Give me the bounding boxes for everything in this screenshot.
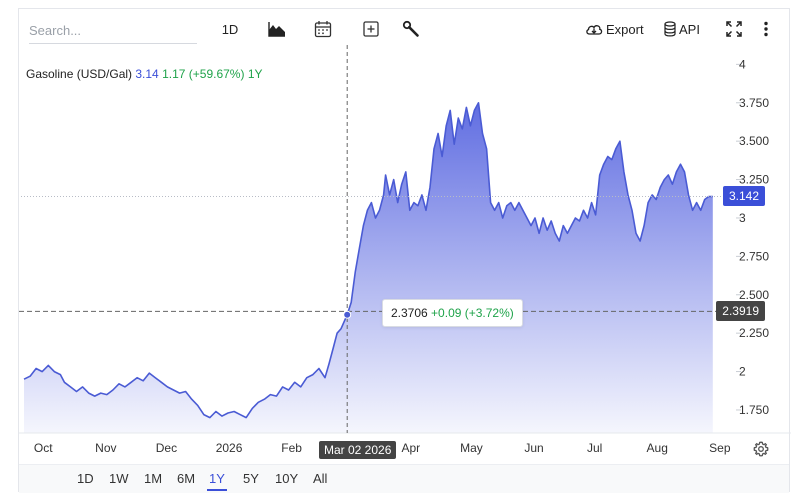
legend-name: Gasoline (USD/Gal) bbox=[26, 67, 133, 81]
crosshair-price-label: 2.3919 bbox=[716, 301, 765, 322]
y-tick-label: 2.750 bbox=[739, 249, 769, 263]
crosshair-date-label: Mar 02 2026 bbox=[319, 441, 397, 459]
axis-layer: 4 3.750 3.500 3.250 3 2.750 2.500 2.250 2 1.750 Oc… bbox=[19, 57, 791, 455]
range-1y[interactable]: 1Y bbox=[207, 471, 227, 491]
price-area bbox=[24, 102, 713, 434]
range-selector: 1D 1W 1M 6M 1Y 5Y 10Y All bbox=[19, 464, 789, 493]
chart-widget: 1D bbox=[18, 8, 791, 493]
y-tick-label: 2.250 bbox=[739, 326, 769, 340]
x-tick-label: Feb bbox=[281, 441, 302, 455]
mountain-chart-icon[interactable] bbox=[265, 17, 289, 41]
database-icon bbox=[664, 21, 676, 37]
plus-square-icon[interactable] bbox=[359, 17, 383, 41]
x-tick-label: Dec bbox=[156, 441, 177, 455]
last-price-label: 3.142 bbox=[722, 186, 765, 207]
y-tick-label: 3 bbox=[739, 211, 746, 225]
api-label: API bbox=[679, 21, 700, 37]
x-tick-label: 2026 bbox=[216, 441, 243, 455]
legend-period: 1Y bbox=[247, 67, 263, 81]
interval-button[interactable]: 1D bbox=[221, 21, 239, 37]
x-tick-label: Aug bbox=[647, 441, 668, 455]
x-tick-label: Nov bbox=[95, 441, 116, 455]
legend-change: 1.17 (+59.67%) bbox=[162, 67, 245, 81]
more-vertical-icon[interactable] bbox=[757, 17, 775, 41]
crosshair-tooltip: 2.3706 +0.09 (+3.72%) bbox=[382, 299, 523, 327]
wrench-icon[interactable] bbox=[399, 17, 423, 41]
export-button[interactable]: Export bbox=[585, 17, 649, 41]
tooltip-value: 2.3706 bbox=[391, 306, 428, 320]
x-tick-label: Jul bbox=[587, 441, 602, 455]
y-tick-label: 3.250 bbox=[739, 173, 769, 187]
range-10y[interactable]: 10Y bbox=[275, 471, 299, 486]
price-chart[interactable]: 4 3.750 3.500 3.250 3 2.750 2.500 2.250 2 1.750 Oc… bbox=[19, 9, 791, 464]
fullscreen-icon[interactable] bbox=[723, 17, 745, 41]
price-line bbox=[23, 102, 713, 419]
chart-legend: Gasoline (USD/Gal) 3.14 1.17 (+59.67%) 1… bbox=[26, 67, 263, 81]
gear-icon[interactable] bbox=[753, 441, 769, 462]
cloud-download-icon bbox=[586, 25, 603, 35]
range-1d[interactable]: 1D bbox=[77, 471, 94, 486]
range-1m[interactable]: 1M bbox=[144, 471, 163, 486]
y-tick-label: 4 bbox=[739, 57, 746, 71]
export-label: Export bbox=[606, 21, 644, 37]
x-tick-label: May bbox=[460, 441, 483, 455]
tooltip-change: +0.09 (+3.72%) bbox=[431, 306, 514, 320]
series-layer bbox=[23, 102, 713, 434]
y-tick-label: 3.750 bbox=[739, 96, 769, 110]
y-tick-label: 1.750 bbox=[739, 403, 769, 417]
range-6m[interactable]: 6M bbox=[177, 471, 196, 486]
x-tick-label: Jun bbox=[524, 441, 543, 455]
range-1w[interactable]: 1W bbox=[109, 471, 129, 486]
search-input[interactable] bbox=[29, 17, 197, 44]
api-button[interactable]: API bbox=[664, 17, 708, 41]
x-tick-label: Apr bbox=[401, 441, 420, 455]
y-tick-label: 2.500 bbox=[739, 288, 769, 302]
legend-price: 3.14 bbox=[135, 67, 159, 81]
toolbar: 1D bbox=[19, 9, 789, 49]
crosshair-layer bbox=[19, 45, 735, 433]
x-tick-label: Oct bbox=[34, 441, 53, 455]
x-tick-label: Sep bbox=[709, 441, 731, 455]
range-all[interactable]: All bbox=[313, 471, 328, 486]
calendar-icon[interactable] bbox=[311, 17, 335, 41]
range-5y[interactable]: 5Y bbox=[243, 471, 259, 486]
y-tick-label: 3.500 bbox=[739, 134, 769, 148]
crosshair-point bbox=[343, 310, 352, 319]
y-tick-label: 2 bbox=[739, 365, 746, 379]
